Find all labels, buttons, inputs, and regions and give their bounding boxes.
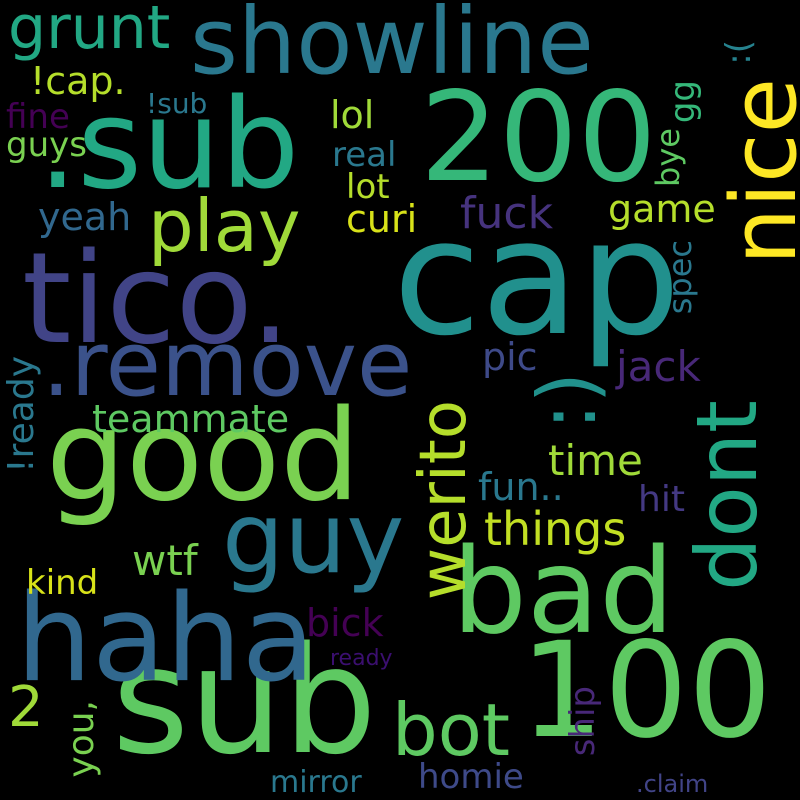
word-curi: curi	[346, 197, 418, 241]
word-bye: bye	[649, 128, 687, 187]
word-ready: ready	[330, 646, 393, 671]
word-game: game	[608, 187, 716, 231]
word-kind: kind	[26, 563, 99, 603]
word-haha: haha	[16, 570, 316, 709]
word-lol: lol	[330, 93, 375, 137]
word-mirror: mirror	[270, 765, 362, 800]
word-fine: fine	[6, 97, 70, 137]
word-smiley: :)	[521, 372, 614, 431]
word-fun: fun..	[478, 465, 564, 509]
word-bot: bot	[392, 688, 510, 772]
word-dont: dont	[678, 400, 776, 591]
word-remove: .remove	[42, 312, 413, 417]
word-guys: guys	[6, 125, 87, 165]
word-things: things	[484, 502, 627, 556]
word-yeah: yeah	[38, 195, 132, 239]
word-good: good	[46, 382, 361, 529]
word-fuck: fuck	[460, 188, 554, 239]
word-pic: pic	[482, 335, 538, 379]
word-frown: :(	[719, 40, 759, 65]
word-bick: bick	[306, 601, 384, 645]
word-jack: jack	[616, 342, 701, 391]
word-dot-sub: .sub	[38, 73, 300, 217]
word-200: 200	[420, 66, 657, 210]
word-time: time	[548, 436, 643, 485]
word-sub-large: sub	[112, 615, 377, 787]
word-2: 2	[8, 675, 44, 740]
word-lot: lot	[346, 167, 390, 207]
word-play: play	[148, 184, 301, 268]
word-real: real	[332, 135, 397, 175]
word-bang-ready: !ready	[1, 356, 42, 473]
word-100: 100	[520, 614, 772, 768]
word-werito: werito	[407, 400, 481, 601]
word-grunt: grunt	[8, 0, 171, 63]
word-bang-cap: !cap.	[30, 59, 126, 103]
word-gg: gg	[663, 80, 703, 124]
word-bang-sub: !sub	[146, 87, 208, 120]
word-tico: tico.	[22, 225, 291, 372]
word-spec: spec	[661, 240, 699, 315]
word-homie: homie	[418, 757, 524, 797]
word-you: you,	[61, 700, 102, 778]
word-claim: .claim	[636, 770, 709, 798]
word-bad: bad	[452, 522, 675, 660]
word-hit: hit	[638, 479, 685, 520]
word-wtf: wtf	[132, 536, 198, 585]
word-nice: nice	[712, 78, 800, 265]
word-cap: cap	[393, 184, 681, 371]
word-guy: guy	[222, 482, 405, 596]
word-teammate: teammate	[92, 397, 290, 441]
word-showline: showline	[190, 0, 594, 95]
word-ship: ship	[563, 686, 603, 757]
